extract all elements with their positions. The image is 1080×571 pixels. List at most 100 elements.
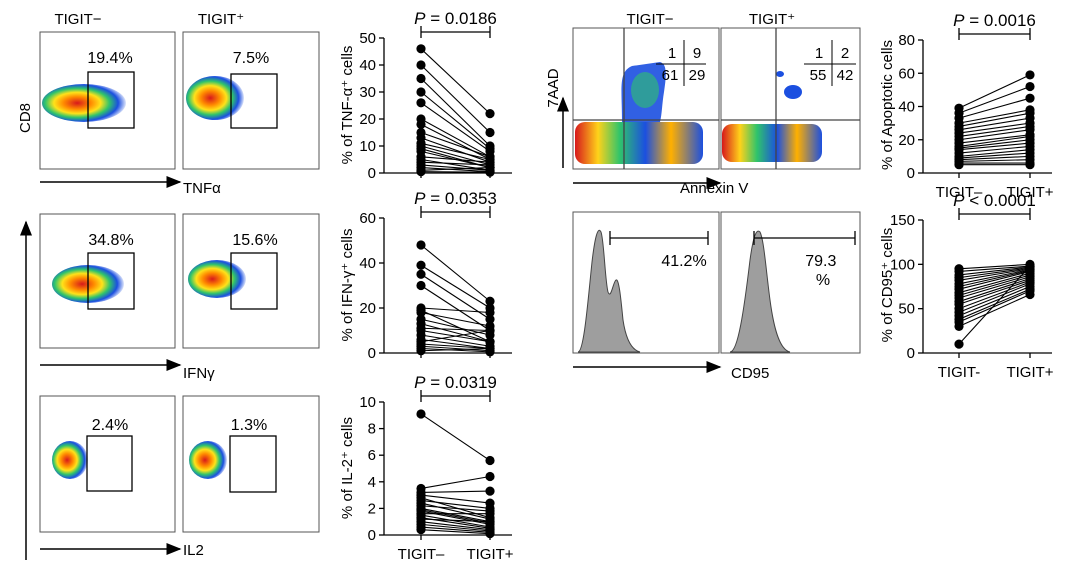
quad-ul-neg: 1 (668, 45, 676, 62)
x-tick-label: TIGIT– (398, 546, 445, 563)
stat-p-rest: = 0.0353 (425, 189, 496, 208)
pair-line (420, 494, 491, 504)
density-blob-tnf-pos (186, 76, 244, 120)
pair-line (958, 125, 1031, 137)
pair-line (420, 521, 491, 531)
pair-line (420, 529, 491, 535)
data-point (485, 509, 495, 519)
pair-line (958, 134, 1031, 144)
pair-line (420, 345, 491, 352)
pair-line (420, 123, 491, 160)
gate-label-tnf-neg: 19.4% (87, 50, 132, 67)
data-point (485, 455, 495, 466)
pair-line (420, 171, 491, 173)
pair-line (420, 64, 491, 133)
quad-lr-neg: 29 (689, 67, 706, 84)
stat-p-letter: P (414, 373, 426, 392)
pair-line (958, 74, 1031, 109)
pair-line (420, 343, 491, 350)
density-band-apop-neg (575, 122, 703, 164)
pair-line (958, 149, 1031, 157)
data-point (416, 409, 426, 419)
pair-line (420, 167, 491, 173)
y-tick-label: 40 (359, 255, 376, 272)
density-spot-apop-pos-b (776, 71, 784, 77)
data-point (1025, 289, 1035, 300)
pair-line (958, 288, 1031, 320)
y-tick-label: 4 (368, 474, 376, 491)
gate-label-il2-neg: 2.4% (92, 417, 128, 434)
pair-line (958, 285, 1031, 317)
pair-line (958, 276, 1031, 299)
pair-line (958, 266, 1031, 276)
gate-label-ifn-neg: 34.8% (88, 232, 133, 249)
pair-line (958, 293, 1031, 327)
stat-p-letter: P (414, 189, 426, 208)
stat-p-rest: = 0.0186 (425, 9, 496, 28)
data-point (485, 167, 495, 177)
stat-p-value: P < 0.0001 (953, 191, 1036, 210)
stat-p-letter: P (953, 11, 965, 30)
stat-p-rest: < 0.0001 (964, 191, 1035, 210)
il2-axis-label: IL2 (183, 542, 204, 559)
pair-line (420, 523, 491, 532)
data-point (416, 60, 426, 70)
density-blob-tnf-neg (42, 84, 126, 122)
data-point (954, 321, 964, 331)
data-point (485, 517, 495, 527)
pair-line (420, 137, 491, 163)
pair-line (958, 269, 1031, 285)
stat-p-letter: P (414, 9, 426, 28)
hist-label-cd95-neg: 41.2% (661, 253, 706, 270)
pair-line (420, 156, 491, 163)
pair-line (420, 327, 491, 332)
data-point (1025, 261, 1035, 271)
y-tick-label: 8 (368, 421, 376, 438)
pair-line (420, 507, 491, 523)
pair-line (420, 78, 491, 147)
pair-line (958, 97, 1031, 119)
pair-line (420, 131, 491, 158)
y-tick-label: 10 (359, 138, 376, 155)
pair-line (420, 264, 491, 309)
pair-line (958, 290, 1031, 323)
pair-line (420, 164, 491, 171)
data-point (954, 160, 964, 170)
pair-line (420, 497, 491, 519)
gate-tnf-neg (87, 71, 135, 129)
gate-label-tnf-pos: 7.5% (233, 50, 269, 67)
y-axis-label: % of IFN-γ⁺ cells (339, 229, 356, 342)
density-band-apop-pos (722, 124, 822, 162)
pair-line (958, 279, 1031, 305)
data-point (485, 109, 495, 119)
quad-lr-pos: 42 (837, 67, 854, 84)
pair-line (420, 91, 491, 150)
x-tick-label: TIGIT+ (1006, 184, 1053, 201)
y-tick-label: 2 (368, 500, 376, 517)
density-blob-il2-pos (189, 441, 227, 479)
quad-ur-pos: 2 (841, 45, 849, 62)
data-point (416, 119, 426, 129)
data-point (416, 73, 426, 84)
y-tick-label: 50 (359, 30, 376, 47)
pair-line (958, 277, 1031, 303)
data-point (1025, 160, 1035, 170)
y-tick-label: 20 (359, 111, 376, 128)
histogram-cd95-pos (729, 230, 791, 353)
ifn-axis-label: IFNγ (183, 365, 215, 382)
data-point (416, 525, 426, 535)
y-tick-label: 10 (359, 394, 376, 411)
data-point (416, 167, 426, 177)
data-point (485, 471, 495, 482)
pair-line (420, 518, 491, 523)
x-tick-label: TIGIT- (938, 364, 981, 381)
histogram-cd95-neg (577, 230, 641, 353)
stat-p-letter: P (953, 191, 965, 210)
data-point (416, 346, 426, 356)
data-point (485, 486, 495, 496)
pair-line (958, 263, 1031, 270)
pair-line (420, 475, 491, 489)
quad-ll-pos: 55 (810, 67, 827, 84)
